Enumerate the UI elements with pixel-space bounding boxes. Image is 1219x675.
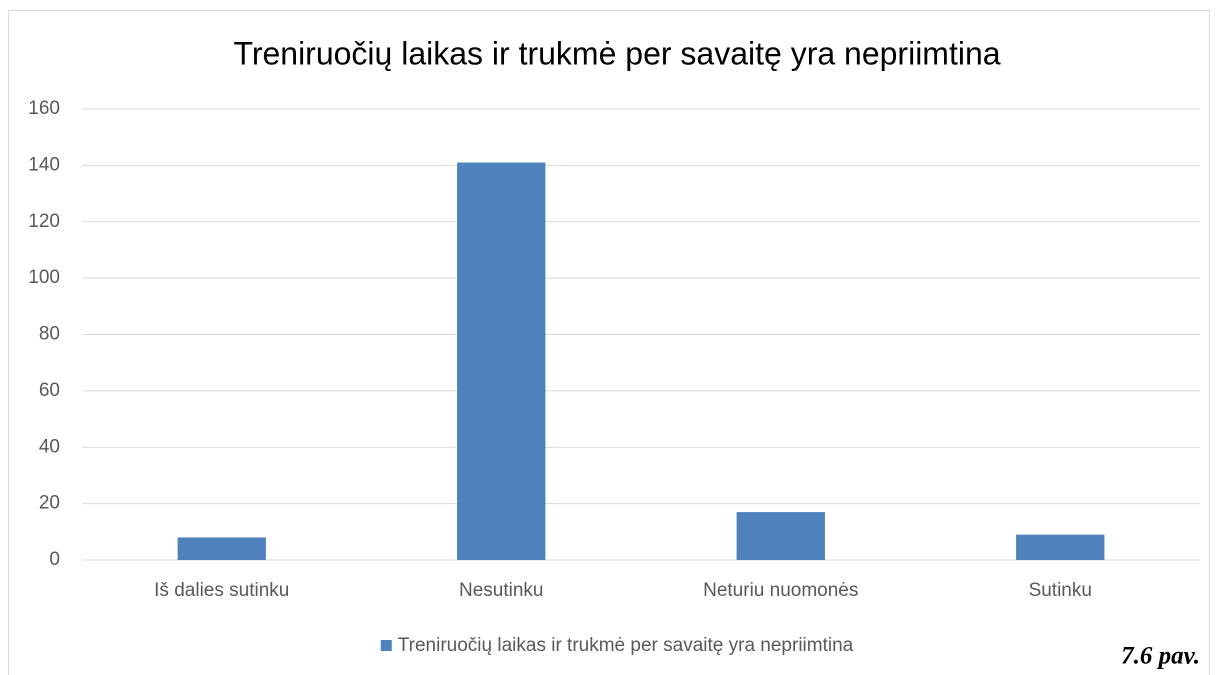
y-tick-label: 120 [28, 211, 60, 232]
legend-label: Treniruočių laikas ir trukmė per savaitę… [398, 635, 854, 656]
x-tick-label: Nesutinku [459, 580, 544, 601]
y-tick-label: 0 [49, 549, 60, 570]
y-tick-label: 40 [39, 436, 60, 457]
y-tick-label: 20 [39, 493, 60, 514]
caption: 7.6 pav. [1121, 643, 1200, 670]
y-tick-label: 60 [39, 380, 60, 401]
x-tick-label: Iš dalies sutinku [154, 580, 289, 601]
legend-swatch [380, 640, 392, 651]
bar [736, 512, 825, 560]
bar [1016, 534, 1105, 560]
x-tick-label: Sutinku [1029, 580, 1092, 601]
chart-title: Treniruočių laikas ir trukmė per savaitę… [233, 35, 1000, 71]
y-tick-label: 100 [28, 267, 60, 288]
chart-border [8, 10, 1210, 675]
bar [457, 162, 546, 560]
y-tick-label: 160 [28, 98, 60, 119]
bar [177, 537, 266, 560]
x-tick-label: Neturiu nuomonės [703, 580, 858, 601]
y-tick-label: 80 [39, 324, 60, 345]
y-tick-label: 140 [28, 154, 60, 175]
